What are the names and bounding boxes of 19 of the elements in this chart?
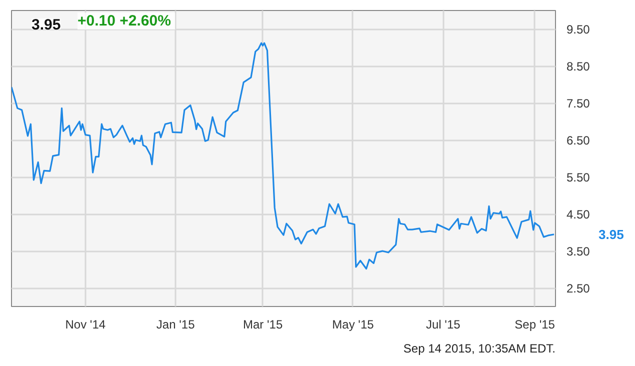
chart-title: 3.95 (32, 16, 61, 34)
x-tick-label: Mar '15 (242, 318, 283, 332)
x-tick-label: Sep '15 (514, 318, 556, 332)
y-tick-label: 2.50 (566, 282, 590, 296)
chart-subtitle: +0.10 +2.60% (78, 12, 171, 30)
x-tick-label: Jul '15 (426, 318, 461, 332)
y-tick-label: 8.50 (566, 60, 590, 74)
line-series (12, 42, 555, 270)
y-tick-label: 4.50 (566, 208, 590, 222)
text: Sep 14 2015, 10:35AM EDT. (403, 342, 556, 356)
text: 3.95 (598, 226, 624, 242)
x-tick-label: Jan '15 (156, 318, 196, 332)
y-tick-label: 5.50 (566, 170, 590, 184)
y-tick-label: 9.50 (566, 22, 590, 36)
y-tick-label: 3.50 (566, 244, 590, 258)
y-tick-label: 6.50 (566, 134, 590, 148)
y-tick-label: 7.50 (566, 96, 590, 110)
x-tick-label: Nov '14 (65, 318, 106, 332)
x-tick-label: May '15 (332, 318, 374, 332)
